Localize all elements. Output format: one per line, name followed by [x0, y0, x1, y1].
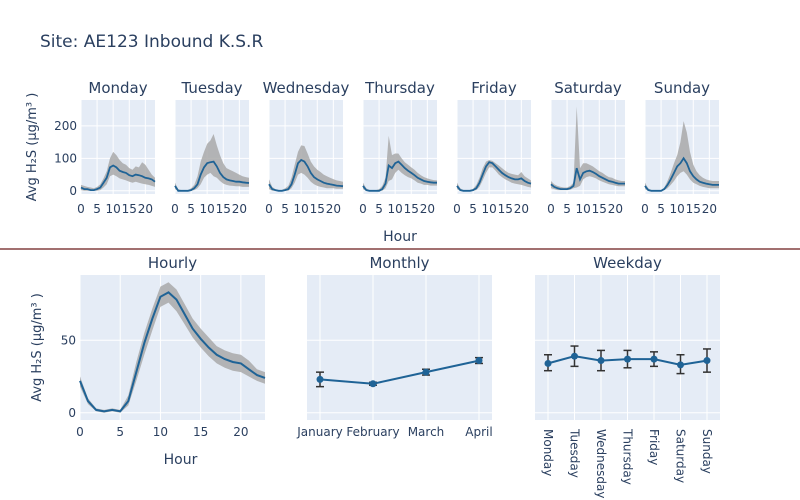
confidence-band — [551, 106, 625, 191]
subplot-title: Wednesday — [263, 79, 350, 97]
x-tick-label: 10 — [294, 202, 309, 216]
x-tick-label: Friday — [647, 429, 661, 465]
subplot-title: Friday — [471, 79, 517, 97]
confidence-band — [457, 160, 531, 191]
x-tick-label: 5 — [563, 202, 571, 216]
x-tick-label: Monday — [541, 429, 555, 476]
x-tick-label: 15 — [216, 202, 231, 216]
x-tick-label: 5 — [657, 202, 665, 216]
x-axis-label: Hour — [164, 452, 198, 468]
y-axis-label: Avg H₂S (μg/m³ ) — [30, 293, 45, 402]
x-tick-label: 15 — [592, 202, 607, 216]
x-tick-label: 0 — [76, 425, 84, 439]
confidence-band — [269, 145, 343, 191]
x-tick-label: 5 — [375, 202, 383, 216]
subplot-title: Monthly — [369, 254, 429, 272]
confidence-band — [81, 151, 155, 191]
series-line — [644, 156, 719, 192]
x-tick-label: 10 — [576, 202, 591, 216]
series-line — [79, 291, 266, 413]
data-point — [624, 355, 631, 363]
x-tick-label: Thursday — [621, 428, 635, 485]
x-tick-label: 20 — [138, 202, 153, 216]
x-tick-label: 20 — [232, 202, 247, 216]
data-point — [544, 359, 552, 367]
series-line — [174, 160, 250, 192]
data-point — [703, 357, 711, 365]
x-tick-label: 0 — [171, 202, 179, 216]
x-tick-label: 15 — [404, 202, 419, 216]
data-point — [677, 361, 684, 369]
x-tick-label: 15 — [310, 202, 325, 216]
x-tick-label: 10 — [200, 202, 215, 216]
subplot-title: Hourly — [148, 254, 197, 272]
subplot-title: Weekday — [593, 254, 662, 272]
x-tick-label: 0 — [453, 202, 461, 216]
x-tick-label: 0 — [641, 202, 649, 216]
x-tick-label: 0 — [77, 202, 85, 216]
data-point — [316, 375, 324, 383]
data-point — [650, 355, 658, 363]
y-axis-label: Avg H₂S (μg/m³ ) — [25, 93, 40, 202]
y-tick-label: 200 — [54, 119, 77, 133]
x-tick-label: 15 — [122, 202, 137, 216]
y-tick-label: 50 — [61, 333, 76, 347]
y-tick-label: 0 — [69, 184, 77, 198]
data-point — [597, 357, 605, 365]
x-tick-label: 5 — [187, 202, 195, 216]
x-tick-label: 20 — [326, 202, 341, 216]
x-tick-label: 10 — [388, 202, 403, 216]
data-point — [422, 368, 430, 376]
x-tick-label: 20 — [608, 202, 623, 216]
x-tick-label: 15 — [498, 202, 513, 216]
subplot-title: Thursday — [364, 79, 435, 97]
x-tick-label: 10 — [482, 202, 497, 216]
subplot-title: Saturday — [554, 79, 622, 97]
confidence-band — [645, 121, 719, 191]
subplot-title: Monday — [88, 79, 147, 97]
x-tick-label: 0 — [547, 202, 555, 216]
x-tick-label: January — [296, 425, 343, 439]
series-line — [456, 161, 532, 192]
x-tick-label: March — [408, 425, 445, 439]
data-point — [475, 357, 483, 365]
x-tick-label: 5 — [93, 202, 101, 216]
x-tick-label: 10 — [153, 425, 168, 439]
y-tick-label: 0 — [68, 406, 76, 420]
x-tick-label: February — [346, 425, 399, 439]
series-line — [268, 158, 344, 192]
x-tick-label: 15 — [686, 202, 701, 216]
x-tick-label: 0 — [359, 202, 367, 216]
x-tick-label: Wednesday — [594, 429, 608, 498]
series-line — [80, 164, 156, 191]
subplot-title: Sunday — [654, 79, 710, 97]
data-point — [571, 352, 578, 360]
x-tick-label: 0 — [265, 202, 273, 216]
x-tick-label: 15 — [193, 425, 208, 439]
x-tick-label: 5 — [469, 202, 477, 216]
x-tick-label: 20 — [420, 202, 435, 216]
series-line — [550, 167, 625, 190]
x-tick-label: 20 — [233, 425, 248, 439]
data-point — [369, 380, 377, 388]
y-tick-label: 100 — [54, 151, 77, 165]
x-axis-label: Hour — [383, 229, 417, 245]
series-line — [362, 160, 437, 192]
x-tick-label: April — [465, 425, 492, 439]
x-tick-label: Tuesday — [568, 428, 582, 478]
x-tick-label: 10 — [670, 202, 685, 216]
x-tick-label: Saturday — [674, 429, 688, 483]
x-tick-label: 20 — [702, 202, 717, 216]
monthly-plot-area — [307, 275, 492, 420]
x-tick-label: Sunday — [700, 429, 714, 474]
x-tick-label: 10 — [106, 202, 121, 216]
page-title: Site: AE123 Inbound K.S.R — [40, 32, 264, 52]
series-line — [319, 359, 480, 385]
x-tick-label: 5 — [281, 202, 289, 216]
subplot-title: Tuesday — [180, 79, 242, 97]
x-tick-label: 20 — [514, 202, 529, 216]
x-tick-label: 5 — [116, 425, 124, 439]
